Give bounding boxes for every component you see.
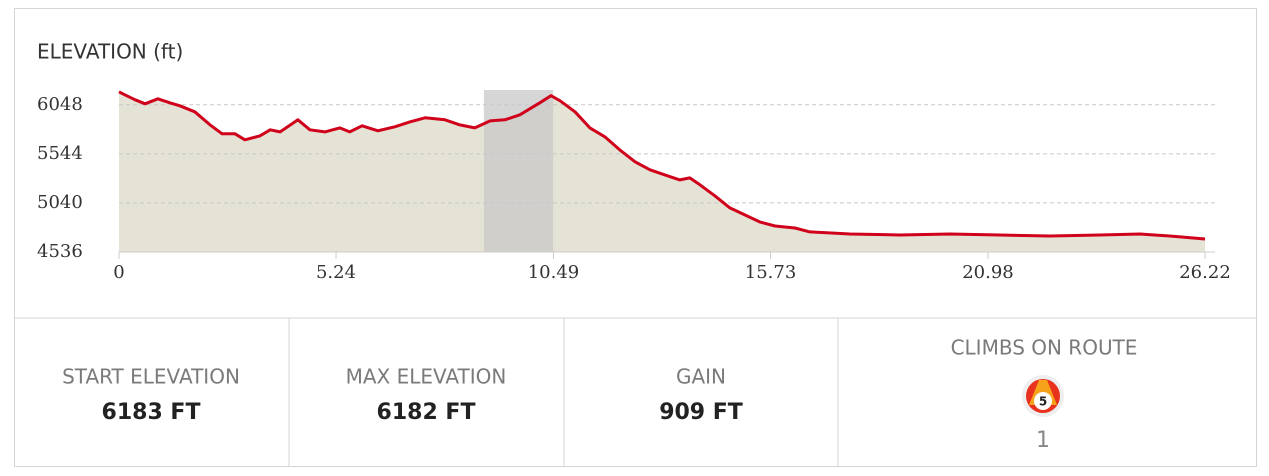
stat-label: GAIN (676, 365, 726, 389)
badge-inner (1034, 392, 1052, 410)
climb-badge: 5 (1022, 375, 1064, 417)
stat-value: 909 FT (659, 400, 743, 425)
x-tick-label: 15.73 (745, 262, 797, 283)
stat-value: 6182 FT (377, 400, 476, 425)
stat-value: 6183 FT (102, 400, 201, 425)
chart-title: ELEVATION (ft) (37, 40, 183, 64)
y-tick-label: 5544 (37, 143, 83, 164)
climbs-count: 1 (1036, 428, 1050, 453)
climbs-label: CLIMBS ON ROUTE (951, 336, 1138, 360)
elevation-area (119, 91, 1205, 252)
stat-label: START ELEVATION (62, 365, 240, 389)
badge-number: 5 (1039, 395, 1047, 409)
stat-label: MAX ELEVATION (346, 365, 507, 389)
x-tick-label: 0 (113, 262, 124, 283)
y-tick-label: 6048 (37, 94, 83, 115)
elevation-line (118, 90, 1206, 241)
y-tick-label: 5040 (37, 192, 83, 213)
x-tick-label: 5.24 (316, 262, 356, 283)
x-tick-label: 26.22 (1179, 262, 1231, 283)
climb-highlight (483, 90, 554, 252)
x-tick-label: 10.49 (528, 262, 580, 283)
x-tick-label: 20.98 (962, 262, 1014, 283)
y-tick-label: 4536 (37, 241, 83, 262)
